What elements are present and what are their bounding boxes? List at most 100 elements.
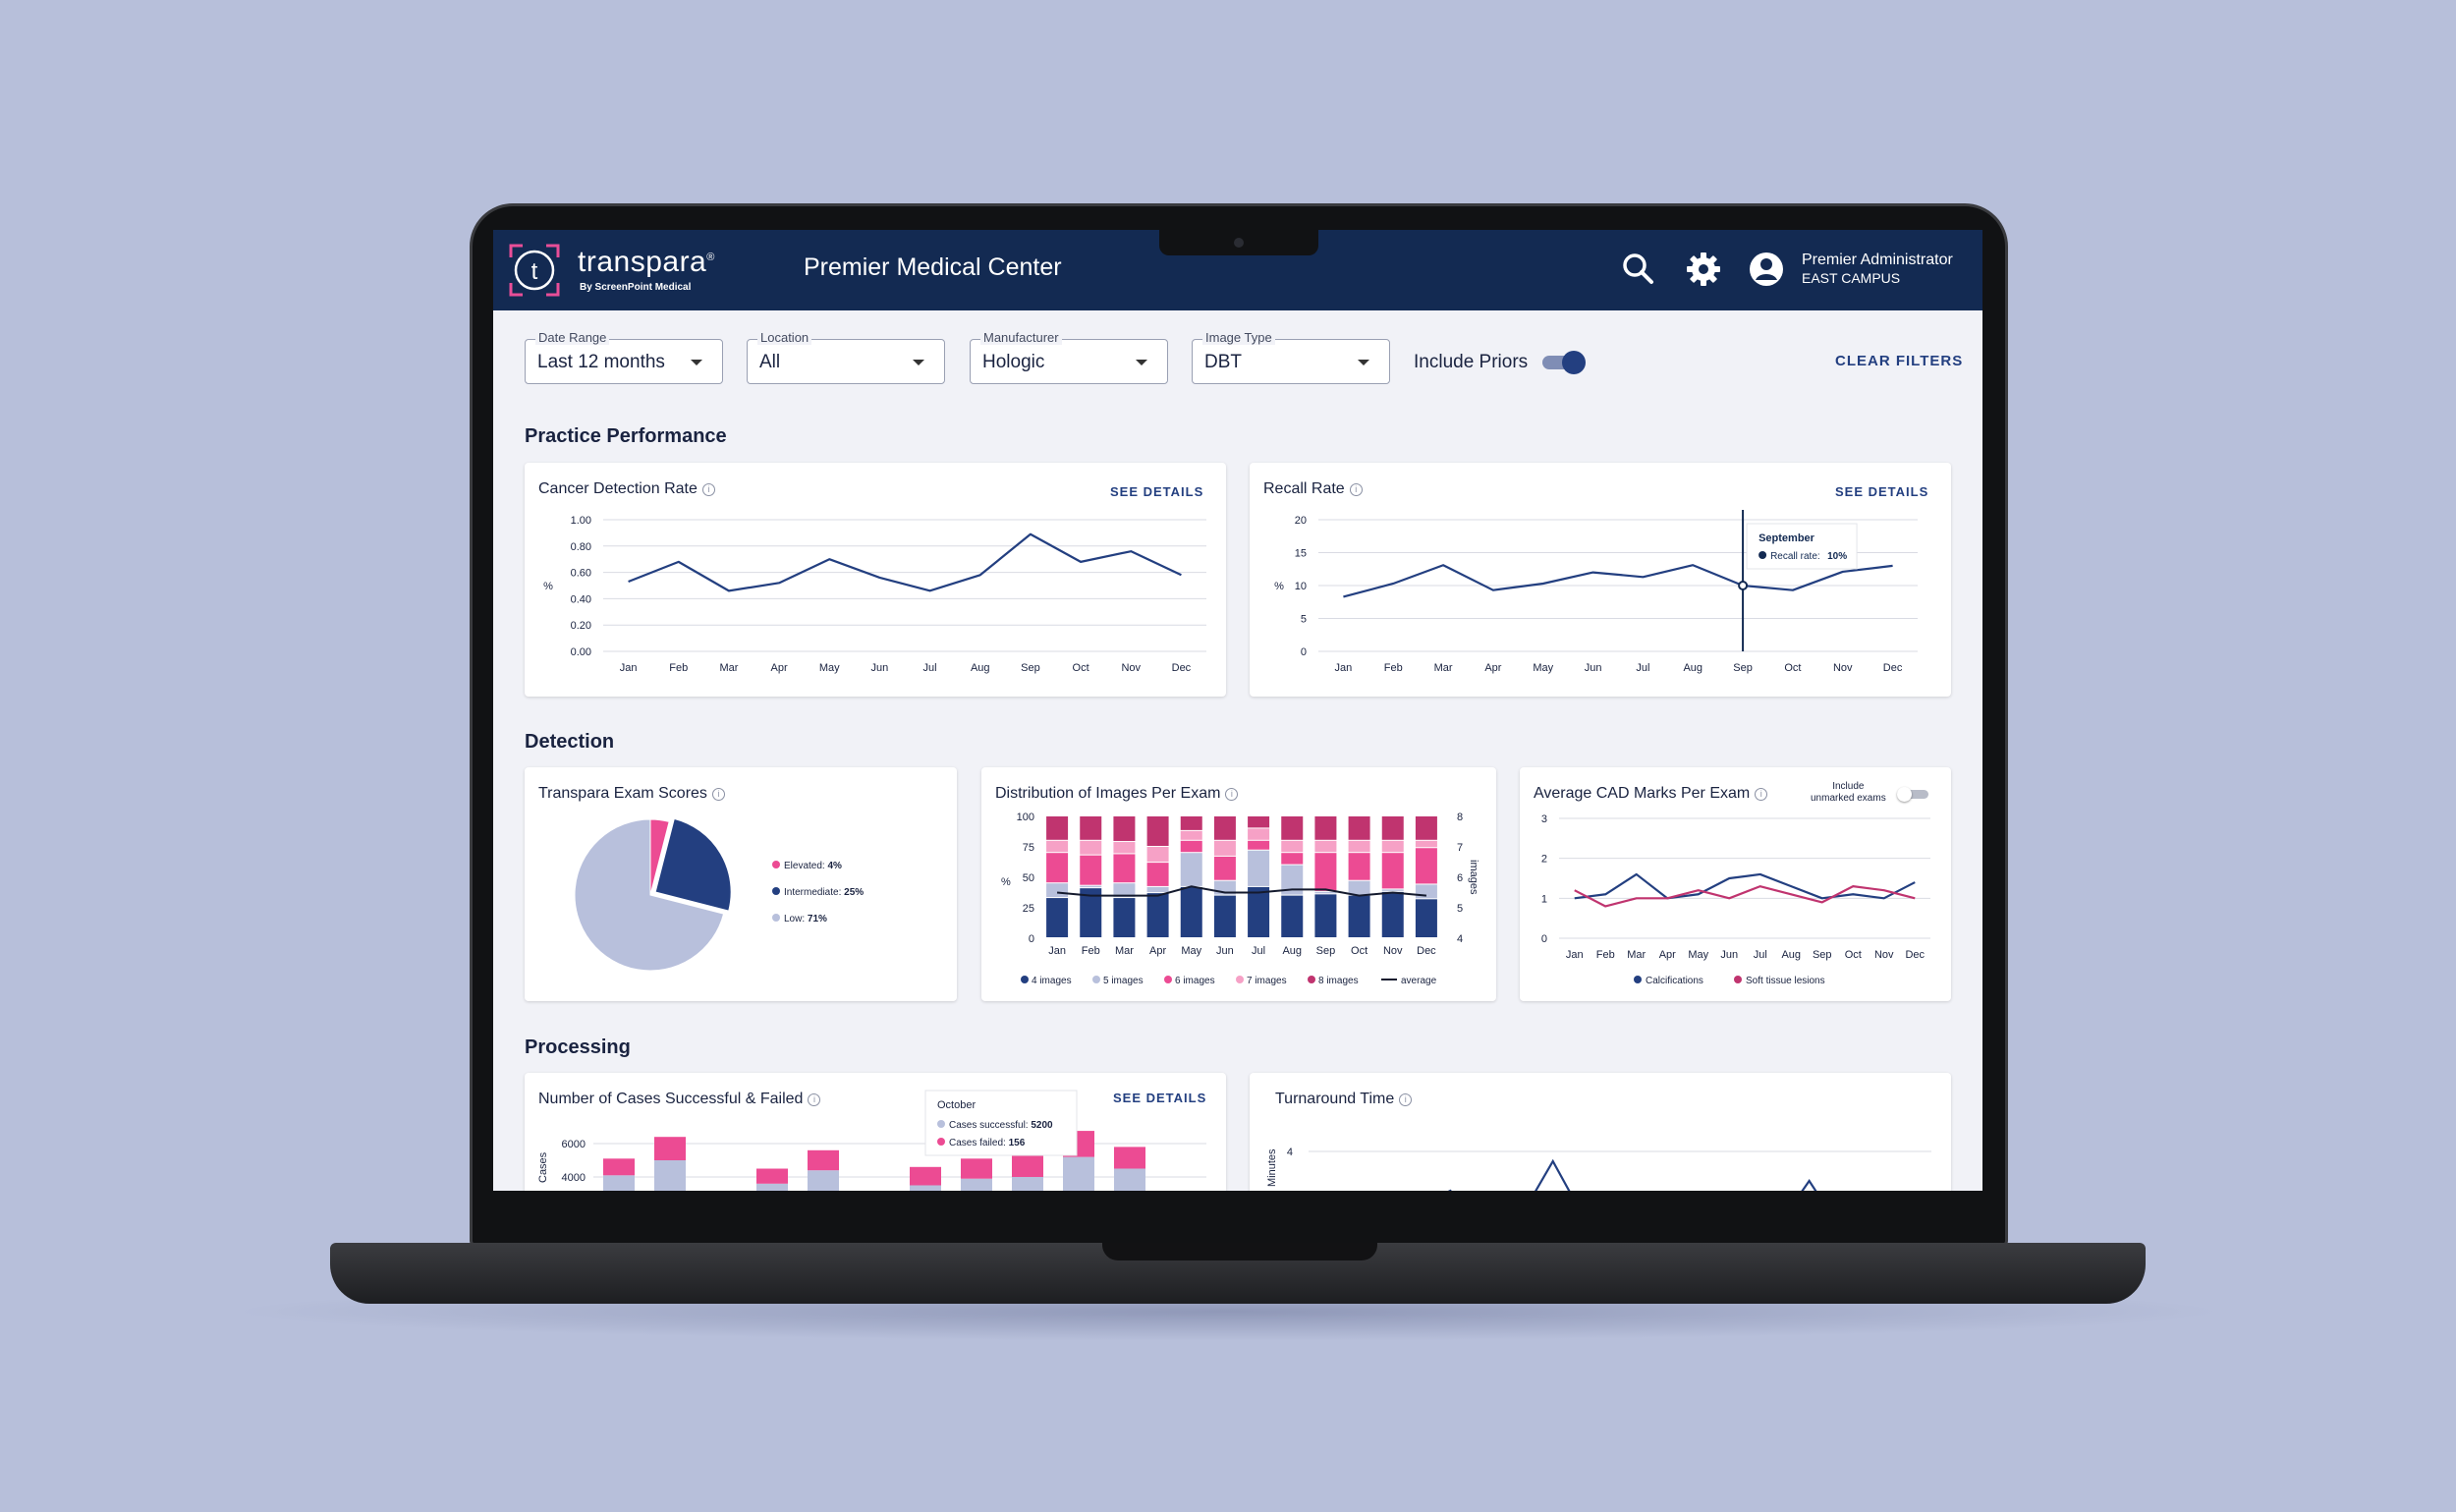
bar-failed	[961, 1158, 992, 1179]
see-details-link[interactable]: SEE DETAILS	[1110, 484, 1204, 499]
exam-scores-card: Transpara Exam Scores i Elevated: 4% Inter…	[525, 767, 957, 1001]
hover-point	[1738, 581, 1749, 590]
stacked-bar-segment	[1180, 886, 1202, 937]
y-tick-label: 4000	[562, 1172, 586, 1184]
practice-performance-heading: Practice Performance	[525, 425, 727, 447]
x-tick-label: Feb	[1082, 945, 1100, 957]
image-type-select[interactable]: Image Type DBT	[1192, 330, 1390, 384]
x-tick-label: Mar	[1434, 662, 1453, 674]
y-tick-label: 25	[1023, 903, 1034, 915]
y-tick-label: 0	[1301, 646, 1307, 658]
y-tick-label: 50	[1023, 872, 1034, 884]
see-details-link[interactable]: SEE DETAILS	[1835, 484, 1929, 499]
average-line	[1056, 885, 1427, 897]
x-tick-label: Sep	[1813, 949, 1832, 961]
location-select[interactable]: Location All	[747, 330, 945, 384]
card-title: Turnaround Time i	[1275, 1091, 1413, 1108]
info-icon[interactable]: i	[1349, 483, 1363, 496]
card-title: Cancer Detection Rate i	[538, 480, 715, 498]
stacked-bar-segment	[1180, 830, 1202, 840]
info-icon[interactable]: i	[808, 1093, 821, 1106]
legend-dot	[1308, 976, 1315, 983]
user-name[interactable]: Premier Administrator	[1802, 252, 1953, 268]
tooltip-dot	[937, 1138, 945, 1146]
svg-text:t: t	[531, 258, 538, 285]
info-icon[interactable]: i	[711, 788, 725, 801]
camera-icon	[1234, 238, 1244, 248]
legend-label: 8 images	[1318, 976, 1359, 986]
info-icon[interactable]: i	[701, 483, 715, 496]
x-tick-label: Oct	[1845, 949, 1862, 961]
legend-label: average	[1401, 976, 1437, 986]
stacked-bar-segment	[1146, 893, 1169, 937]
image-type-value: DBT	[1204, 352, 1242, 372]
account-icon[interactable]	[1747, 250, 1786, 289]
y2-axis-label: images	[1468, 860, 1479, 895]
y-tick-label: 1	[1541, 893, 1547, 905]
info-icon[interactable]: i	[1225, 788, 1239, 801]
clear-filters-button[interactable]: CLEAR FILTERS	[1835, 353, 1964, 369]
x-tick-label: Aug	[1683, 662, 1702, 674]
gear-icon[interactable]	[1684, 250, 1723, 289]
legend-label: 5 images	[1103, 976, 1144, 986]
y-tick-label: 1.00	[571, 515, 591, 527]
bar-failed	[654, 1137, 686, 1160]
info-icon[interactable]: i	[1399, 1093, 1413, 1106]
x-tick-label: May	[1688, 949, 1708, 961]
manufacturer-value: Hologic	[982, 352, 1045, 372]
date-range-select[interactable]: Date Range Last 12 months	[525, 330, 723, 384]
x-tick-label: Feb	[1384, 662, 1403, 674]
y-tick-label: 0.80	[571, 541, 591, 553]
camera-notch	[1159, 230, 1318, 255]
y-tick-label: 20	[1295, 515, 1307, 527]
stacked-bar-segment	[1046, 898, 1069, 937]
info-icon[interactable]: i	[1755, 788, 1768, 801]
stacked-bar-segment	[1213, 895, 1236, 937]
y-tick-label: 0	[1029, 933, 1034, 945]
x-tick-label: Jul	[923, 662, 937, 674]
images-distribution-card: Distribution of Images Per Exam i 100 75 50…	[981, 767, 1496, 1001]
card-title: Distribution of Images Per Exam i	[995, 785, 1239, 803]
y-tick-label: 100	[1017, 812, 1034, 823]
x-tick-label: Apr	[771, 662, 788, 674]
legend-dot	[1236, 976, 1244, 983]
cad-marks-chart: 3 2 1 0 Jan Feb Mar Apr May Jun Jul Aug Sep Oct Nov Dec…	[1541, 813, 1930, 986]
x-tick-label: Dec	[1172, 662, 1192, 674]
stacked-bar-segment	[1080, 885, 1102, 888]
search-icon[interactable]	[1619, 250, 1658, 289]
x-tick-label: Apr	[1484, 662, 1501, 674]
pie-slice	[654, 817, 732, 912]
include-priors-toggle[interactable]	[1542, 351, 1586, 374]
stacked-bar-segment	[1080, 816, 1102, 840]
stacked-bar-segment	[1113, 898, 1136, 937]
location-label: Location	[757, 330, 812, 345]
y-axis-label: Cases	[537, 1151, 549, 1183]
stacked-bar-segment	[1281, 840, 1304, 853]
x-tick-label: Nov	[1383, 945, 1403, 957]
stacked-bar-segment	[1281, 895, 1304, 937]
recall-rate-chart: 20 15 10 5 0% Jan Feb Mar Apr May Jun Jul Aug Sep Oct N…	[1274, 510, 1918, 674]
manufacturer-select[interactable]: Manufacturer Hologic	[970, 330, 1168, 384]
cases-chart: 6000 4000 Cases October Cases successful: 52…	[537, 1090, 1206, 1191]
card-title: Transpara Exam Scores i	[538, 785, 725, 803]
see-details-link[interactable]: SEE DETAILS	[1113, 1091, 1207, 1105]
include-unmarked-toggle[interactable]	[1897, 787, 1930, 802]
x-tick-label: Sep	[1316, 945, 1336, 957]
legend-label: Intermediate: 25%	[784, 887, 864, 898]
y-tick-label: 10	[1295, 581, 1307, 592]
y-tick-label: 5	[1301, 614, 1307, 626]
y-axis-label: %	[1274, 581, 1284, 592]
x-tick-label: Oct	[1073, 662, 1089, 674]
legend-dot	[1164, 976, 1172, 983]
legend-dot	[1734, 976, 1742, 983]
y2-tick-label: 6	[1457, 872, 1463, 884]
bar-failed	[603, 1158, 635, 1176]
legend-label: Low: 71%	[784, 914, 827, 924]
stacked-bar-segment	[1381, 816, 1404, 840]
x-tick-label: May	[1181, 945, 1201, 957]
y2-tick-label: 7	[1457, 842, 1463, 854]
stacked-bar-segment	[1415, 816, 1437, 840]
card-title: Number of Cases Successful & Failed i	[538, 1091, 821, 1108]
stacked-bar-segment	[1113, 883, 1136, 898]
stacked-bar-segment	[1113, 842, 1136, 854]
